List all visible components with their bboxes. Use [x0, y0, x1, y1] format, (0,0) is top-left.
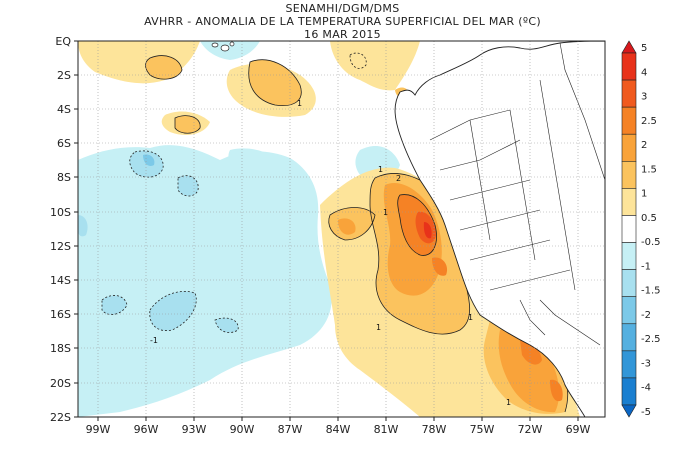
colorbar-swatch	[621, 215, 637, 243]
colorbar-swatch	[621, 79, 637, 108]
colorbar-swatch	[621, 269, 637, 297]
cool-patch-6	[215, 318, 239, 333]
warm-2-region-c	[550, 379, 563, 402]
colorbar	[621, 40, 637, 418]
department-borders	[429, 42, 605, 346]
plot-frame	[77, 40, 606, 418]
lat-label: 12S	[50, 240, 71, 253]
lon-label: 81W	[374, 423, 399, 436]
cool-patch-5	[78, 215, 88, 237]
cool-patch-3	[149, 291, 197, 331]
lat-label: 20S	[50, 377, 71, 390]
negative-contours	[101, 52, 367, 333]
contour-label: 1	[297, 99, 302, 108]
cool-anomaly-region	[78, 145, 332, 417]
cool-anomaly-center	[228, 148, 285, 182]
anomaly-field: 1 1 1 2 1 -1 1 1	[78, 41, 605, 417]
colorbar-label: 1	[641, 189, 647, 200]
warm-1-region-a	[145, 55, 182, 80]
galapagos-islands	[211, 41, 235, 52]
lon-label: 69W	[566, 423, 591, 436]
lon-label: 75W	[470, 423, 495, 436]
colorbar-label: 5	[641, 43, 647, 54]
lat-label: 18S	[50, 342, 71, 355]
colorbar-label: 2.5	[641, 116, 657, 127]
colorbar-label: -3	[641, 358, 651, 369]
lat-label: 16S	[50, 308, 71, 321]
lon-label: 87W	[278, 423, 303, 436]
contour-label: 1	[383, 208, 388, 217]
colorbar-label: 3	[641, 92, 647, 103]
latitude-labels: EQ 2S 4S 6S 8S 10S 12S 14S 16S 18S 20S 2…	[50, 35, 71, 424]
warm-1-region-b	[248, 59, 302, 106]
colorbar-swatch	[621, 133, 637, 162]
cool-patch-2	[178, 175, 199, 196]
colorbar-labels: 5 4 3 2.5 2 1.5 1 0.5 -0.5 -1 -1.5 -2 -2.5 -3 -4 -5	[641, 43, 661, 418]
grid-lines	[78, 41, 605, 417]
header-line-2: AVHRR - ANOMALIA DE LA TEMPERATURA SUPER…	[144, 15, 541, 28]
contour-label: 1	[376, 323, 381, 332]
contour-label: -1	[150, 336, 158, 345]
colorbar-label: -2	[641, 310, 651, 321]
contour-label: 1	[378, 165, 383, 174]
lat-label: 4S	[57, 103, 71, 116]
header-line-3: 16 MAR 2015	[304, 28, 381, 41]
colorbar-swatch	[621, 242, 637, 270]
axis-ticks	[74, 40, 579, 421]
lon-label: 93W	[182, 423, 207, 436]
colorbar-swatch	[621, 161, 637, 189]
lat-label: 8S	[57, 171, 71, 184]
colorbar-label: -5	[641, 407, 651, 418]
colorbar-swatch	[621, 52, 637, 81]
colorbar-swatch	[621, 377, 637, 406]
lat-label: 2S	[57, 69, 71, 82]
colorbar-top-arrow	[621, 40, 637, 54]
colorbar-swatch	[621, 323, 637, 352]
lat-label: 10S	[50, 206, 71, 219]
cool-patch-4	[102, 295, 127, 315]
lat-label: EQ	[55, 35, 71, 48]
lon-label: 78W	[422, 423, 447, 436]
lat-label: 6S	[57, 137, 71, 150]
contour-label: 2	[396, 174, 401, 183]
cool-patch-7	[143, 154, 155, 166]
lat-label: 14S	[50, 274, 71, 287]
lon-label: 96W	[134, 423, 159, 436]
contour-label: 1	[468, 313, 473, 322]
lon-label: 90W	[230, 423, 255, 436]
colorbar-label: 2	[641, 140, 647, 151]
colorbar-swatch	[621, 188, 637, 216]
land-south-america	[394, 41, 605, 417]
colorbar-swatch	[621, 106, 637, 135]
warm-2-region-d	[432, 257, 448, 276]
lat-label: 22S	[50, 411, 71, 424]
colorbar-label: -0.5	[641, 237, 661, 248]
colorbar-label: 1.5	[641, 164, 657, 175]
colorbar-swatch	[621, 296, 637, 325]
lon-label: 72W	[518, 423, 543, 436]
colorbar-label: -2.5	[641, 334, 661, 345]
colorbar-label: 4	[641, 67, 647, 78]
colorbar-label: -1.5	[641, 286, 661, 297]
colorbar-label: -4	[641, 383, 651, 394]
warm-15-region-c	[338, 218, 356, 235]
warm-3-region	[423, 222, 432, 239]
longitude-labels: 99W 96W 93W 90W 87W 84W 81W 78W 75W 72W …	[86, 423, 591, 436]
lon-label: 84W	[326, 423, 351, 436]
lon-label: 99W	[86, 423, 111, 436]
warm-2-region-b	[520, 339, 542, 365]
header-line-1: SENAMHI/DGM/DMS	[285, 2, 400, 15]
colorbar-label: 0.5	[641, 213, 657, 224]
warm-region-east	[330, 41, 420, 91]
colorbar-label: -1	[641, 261, 651, 272]
contour-label: 1	[506, 398, 511, 407]
colorbar-swatch	[621, 350, 637, 379]
colorbar-bottom-arrow	[621, 404, 637, 418]
